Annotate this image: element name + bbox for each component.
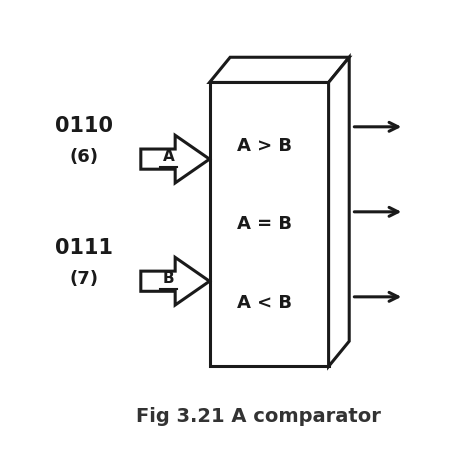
Text: A: A xyxy=(163,149,174,164)
Polygon shape xyxy=(141,257,210,305)
Text: B: B xyxy=(163,272,174,286)
Polygon shape xyxy=(141,135,210,183)
Text: 0110: 0110 xyxy=(55,116,112,136)
Polygon shape xyxy=(210,57,349,82)
Text: A = B: A = B xyxy=(237,215,292,234)
Text: Fig 3.21 A comparator: Fig 3.21 A comparator xyxy=(136,407,381,426)
Polygon shape xyxy=(210,82,328,366)
Text: (6): (6) xyxy=(69,148,98,166)
Text: (7): (7) xyxy=(69,270,98,288)
Text: 0111: 0111 xyxy=(55,238,112,258)
Text: A > B: A > B xyxy=(237,137,292,155)
Polygon shape xyxy=(328,57,349,366)
Text: A < B: A < B xyxy=(237,294,292,311)
